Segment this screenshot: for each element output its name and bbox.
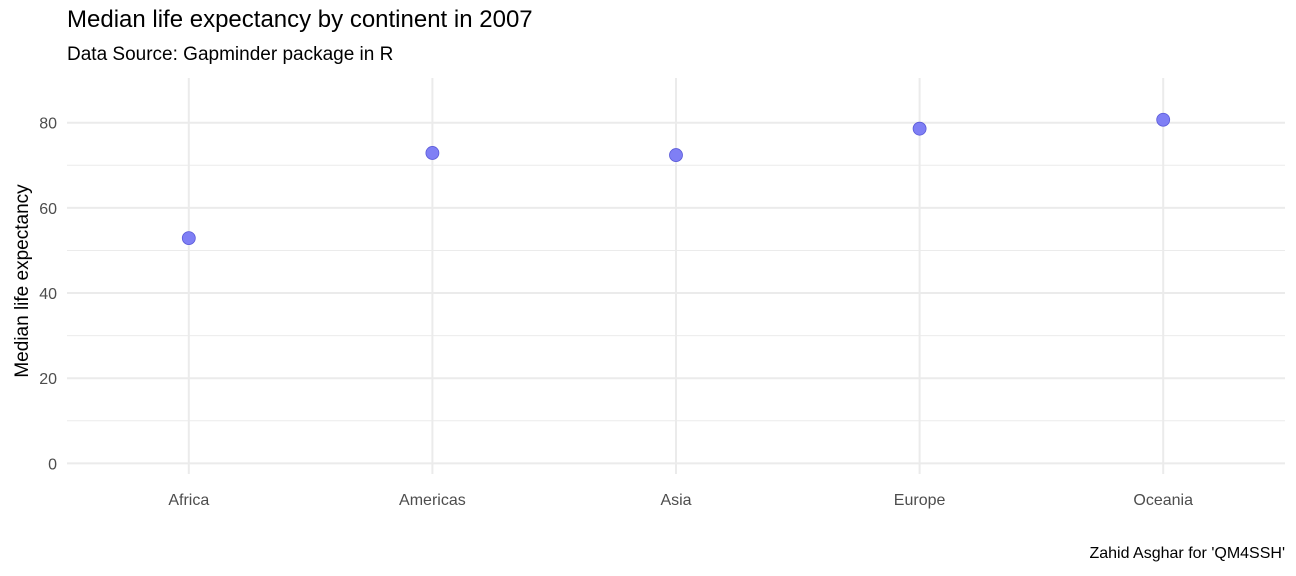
x-tick-label: Europe	[894, 492, 946, 509]
y-tick-label: 60	[39, 201, 57, 218]
data-point-asia	[669, 148, 683, 162]
chart-title: Median life expectancy by continent in 2…	[67, 6, 533, 33]
y-tick-label: 20	[39, 371, 57, 388]
data-point-oceania	[1156, 112, 1171, 127]
chart-subtitle: Data Source: Gapminder package in R	[67, 44, 394, 65]
x-tick-label: Oceania	[1133, 492, 1193, 509]
x-tick-label: Asia	[660, 492, 691, 509]
y-tick-label: 40	[39, 286, 57, 303]
data-point-europe	[912, 121, 927, 136]
y-tick-labels: 0 20 40 60 80	[39, 116, 57, 474]
chart-caption: Zahid Asghar for 'QM4SSH'	[1089, 545, 1285, 562]
x-tick-label: Africa	[168, 492, 209, 509]
data-point-africa	[181, 231, 196, 246]
grid-lines	[67, 78, 1285, 474]
y-tick-label: 0	[48, 456, 57, 473]
y-tick-label: 80	[39, 116, 57, 133]
x-tick-label: Americas	[399, 492, 466, 509]
data-points	[181, 112, 1171, 246]
y-axis-title: Median life expectancy	[12, 184, 33, 378]
x-tick-labels: Africa Americas Asia Europe Oceania	[168, 492, 1193, 509]
data-point-americas	[425, 146, 440, 160]
